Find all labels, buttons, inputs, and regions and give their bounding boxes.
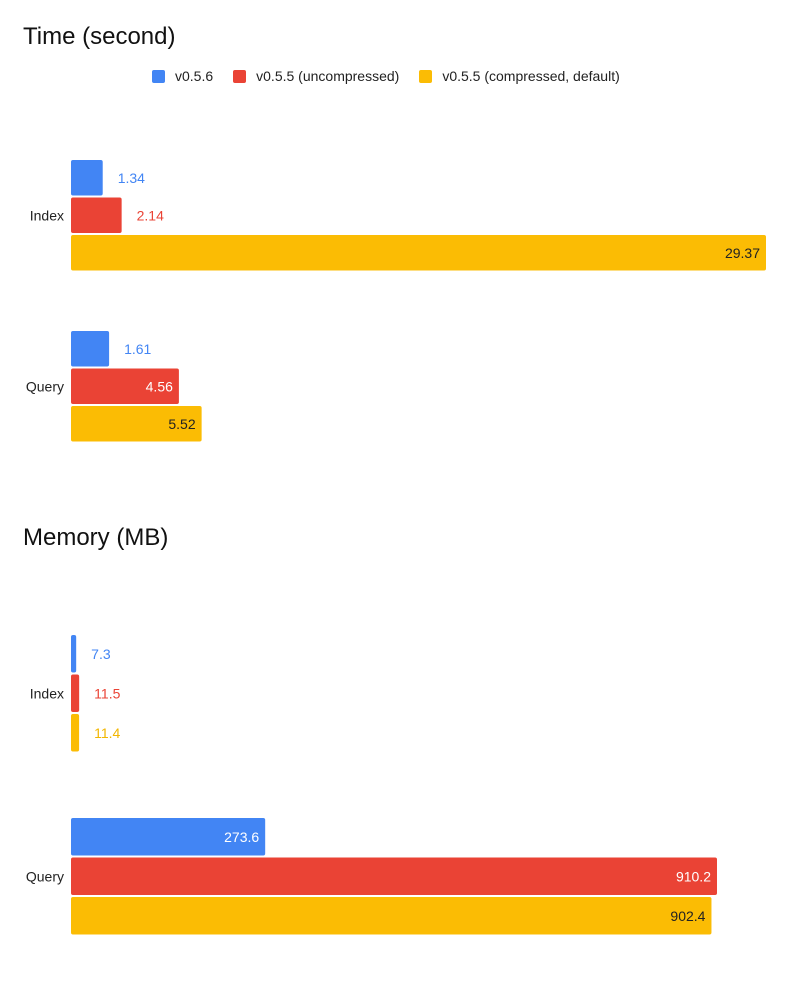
data-label-index-v0-5-5-compressed-default: 11.4 (94, 725, 120, 741)
chart-legend: v0.5.6 v0.5.5 (uncompressed) v0.5.5 (com… (152, 66, 640, 86)
bar-query-v0-5-5-uncompressed (71, 857, 717, 895)
data-label-query-v0-5-5-uncompressed: 4.56 (146, 378, 173, 394)
data-label-query-v0-5-6: 1.61 (124, 341, 151, 357)
data-label-index-v0-5-5-uncompressed: 11.5 (94, 685, 120, 701)
data-label-index-v0-5-5-compressed-default: 29.37 (725, 245, 760, 261)
category-label-index: Index (30, 207, 64, 223)
bar-index-v0-5-5-uncompressed (71, 197, 122, 233)
legend-label-v056: v0.5.6 (175, 68, 214, 84)
bar-index-v0-5-5-compressed-default (71, 714, 80, 752)
legend-item-v055-compressed: v0.5.5 (compressed, default) (419, 68, 620, 84)
time-chart-title: Time (second) (23, 23, 176, 50)
category-label-query: Query (26, 378, 64, 394)
category-label-query: Query (26, 868, 64, 884)
bar-index-v0-5-5-uncompressed (71, 674, 80, 712)
category-label-index: Index (30, 685, 64, 701)
data-label-index-v0-5-6: 1.34 (118, 170, 145, 186)
legend-swatch-red-icon (233, 69, 247, 83)
bar-query-v0-5-5-uncompressed (71, 368, 179, 404)
time-chart: Index 1.34 2.14 29.37 Query 1.61 4.56 5.52 (26, 160, 766, 442)
bar-query-v0-5-5-compressed-default (71, 406, 202, 442)
data-label-index-v0-5-6: 7.3 (91, 646, 111, 662)
data-label-query-v0-5-6: 273.6 (224, 829, 259, 845)
bar-query-v0-5-6 (71, 331, 110, 367)
bar-index-v0-5-6 (71, 635, 77, 673)
legend-label-v055-compressed: v0.5.5 (compressed, default) (442, 68, 620, 84)
memory-chart-title: Memory (MB) (23, 524, 169, 551)
memory-chart: Index 7.3 11.5 11.4 Query 273.6 910.2 902.4 (26, 635, 717, 935)
legend-item-v055-uncompressed: v0.5.5 (uncompressed) (233, 68, 399, 84)
bar-query-v0-5-5-compressed-default (71, 897, 712, 935)
legend-label-v055-uncompressed: v0.5.5 (uncompressed) (256, 68, 400, 84)
legend-swatch-blue-icon (152, 69, 165, 83)
legend-swatch-yellow-icon (419, 69, 433, 83)
bar-index-v0-5-5-compressed-default (71, 235, 766, 271)
data-label-index-v0-5-5-uncompressed: 2.14 (137, 207, 164, 223)
bar-query-v0-5-6 (71, 818, 266, 856)
data-label-query-v0-5-5-compressed-default: 902.4 (670, 908, 705, 924)
legend-item-v056: v0.5.6 (152, 68, 213, 84)
bar-index-v0-5-6 (71, 160, 103, 196)
data-label-query-v0-5-5-compressed-default: 5.52 (168, 416, 195, 432)
data-label-query-v0-5-5-uncompressed: 910.2 (676, 868, 711, 884)
